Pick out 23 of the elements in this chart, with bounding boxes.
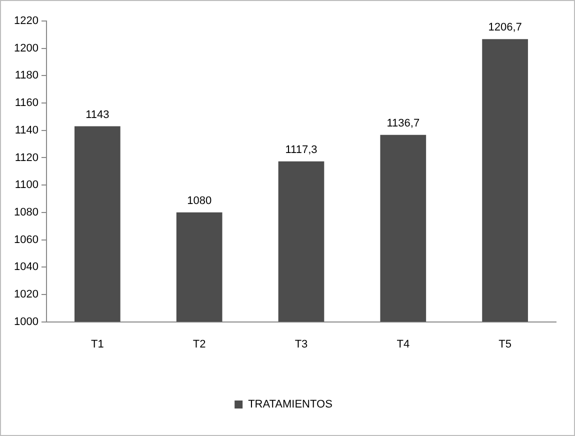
data-label: 1136,7 [386,117,420,130]
data-label: 1080 [187,194,212,207]
y-tick-label: 1140 [14,124,38,136]
y-tick-label: 1160 [14,97,38,110]
y-tick-label: 1060 [14,234,38,246]
y-tick-label: 1120 [14,152,38,164]
y-tick-label: 1180 [14,70,38,82]
y-tick-label: 1100 [14,179,38,192]
x-tick-label: T2 [192,338,206,350]
y-tick-label: 1080 [14,206,38,218]
y-tick-label: 1000 [14,316,38,328]
data-label: 1206,7 [488,22,522,34]
x-tick-label: T3 [294,338,308,350]
y-tick-label: 1220 [14,15,38,28]
y-tick-label: 1040 [14,261,38,274]
data-label: 1117,3 [285,144,318,156]
y-tick-label: 1020 [14,288,38,300]
legend-label: TRATAMIENTOS [248,398,332,411]
x-tick-label: T4 [396,338,410,350]
data-label: 1143 [86,108,110,121]
x-tick-label: T1 [91,338,104,350]
y-tick-label: 1200 [14,42,38,54]
x-tick-label: T5 [498,338,512,350]
